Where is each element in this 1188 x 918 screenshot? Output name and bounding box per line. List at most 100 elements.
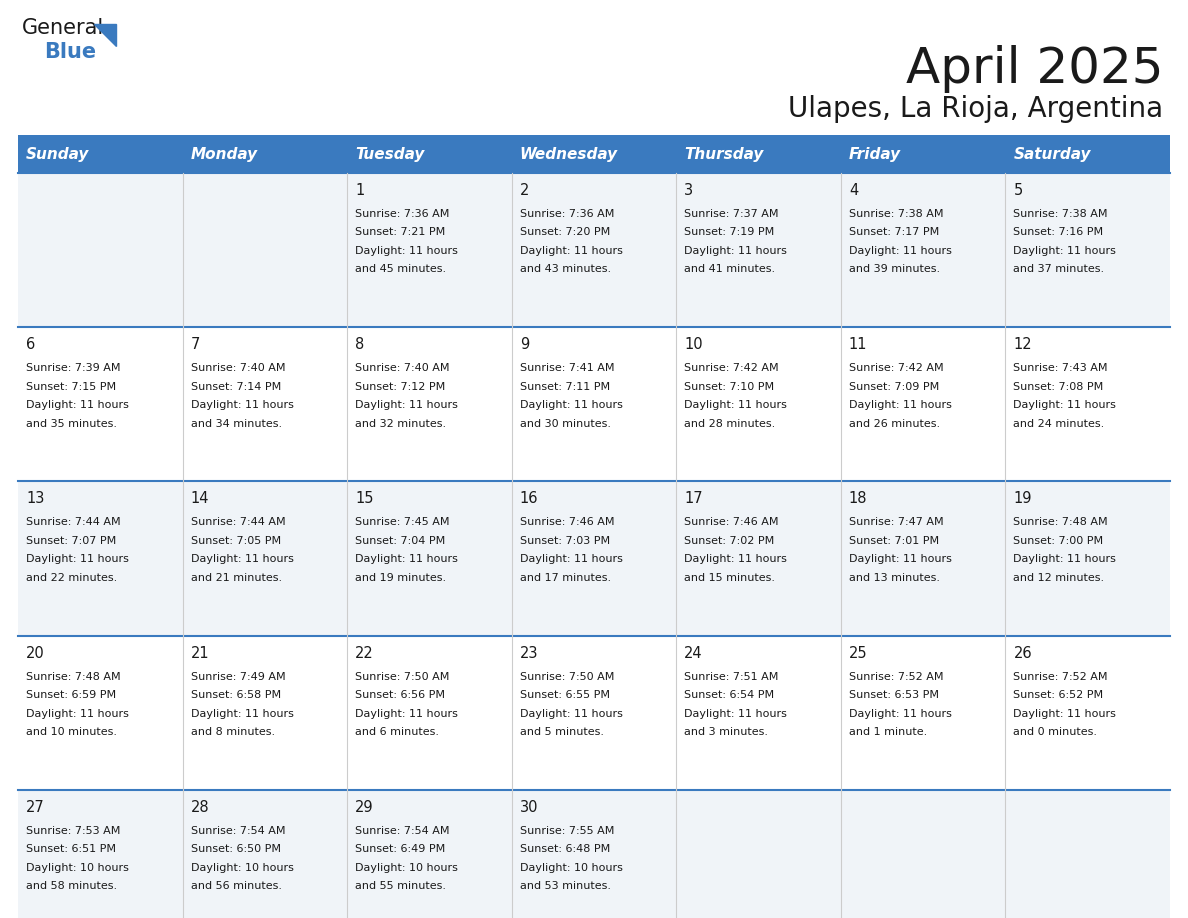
Text: Sunrise: 7:47 AM: Sunrise: 7:47 AM [849, 518, 943, 528]
Text: Sunrise: 7:53 AM: Sunrise: 7:53 AM [26, 826, 120, 835]
Text: Sunset: 7:07 PM: Sunset: 7:07 PM [26, 536, 116, 546]
Text: Sunrise: 7:39 AM: Sunrise: 7:39 AM [26, 364, 120, 374]
Text: 3: 3 [684, 183, 694, 198]
Text: and 24 minutes.: and 24 minutes. [1013, 419, 1105, 429]
Text: Ulapes, La Rioja, Argentina: Ulapes, La Rioja, Argentina [788, 95, 1163, 123]
Text: Daylight: 11 hours: Daylight: 11 hours [519, 400, 623, 410]
Text: Monday: Monday [190, 147, 258, 162]
Text: Sunset: 6:49 PM: Sunset: 6:49 PM [355, 845, 446, 855]
Text: and 0 minutes.: and 0 minutes. [1013, 727, 1098, 737]
Text: Sunrise: 7:49 AM: Sunrise: 7:49 AM [190, 672, 285, 681]
Text: Sunrise: 7:54 AM: Sunrise: 7:54 AM [355, 826, 449, 835]
Text: and 58 minutes.: and 58 minutes. [26, 881, 118, 891]
Text: Daylight: 11 hours: Daylight: 11 hours [26, 400, 128, 410]
Text: 4: 4 [849, 183, 858, 198]
Text: Sunset: 6:52 PM: Sunset: 6:52 PM [1013, 690, 1104, 700]
Text: Sunset: 6:56 PM: Sunset: 6:56 PM [355, 690, 446, 700]
Text: Sunset: 6:58 PM: Sunset: 6:58 PM [190, 690, 280, 700]
Text: Daylight: 11 hours: Daylight: 11 hours [849, 554, 952, 565]
Text: and 10 minutes.: and 10 minutes. [26, 727, 116, 737]
Text: 28: 28 [190, 800, 209, 815]
Text: Daylight: 11 hours: Daylight: 11 hours [519, 709, 623, 719]
Text: and 35 minutes.: and 35 minutes. [26, 419, 116, 429]
FancyBboxPatch shape [18, 327, 1170, 481]
Text: 14: 14 [190, 491, 209, 507]
Text: and 26 minutes.: and 26 minutes. [849, 419, 940, 429]
Text: Sunrise: 7:48 AM: Sunrise: 7:48 AM [26, 672, 121, 681]
Text: Sunrise: 7:55 AM: Sunrise: 7:55 AM [519, 826, 614, 835]
Text: 19: 19 [1013, 491, 1032, 507]
Text: Sunrise: 7:36 AM: Sunrise: 7:36 AM [355, 209, 449, 219]
Text: Sunset: 7:16 PM: Sunset: 7:16 PM [1013, 228, 1104, 238]
Text: 6: 6 [26, 337, 36, 353]
Text: 11: 11 [849, 337, 867, 353]
Text: Daylight: 11 hours: Daylight: 11 hours [355, 400, 459, 410]
Text: Sunset: 7:10 PM: Sunset: 7:10 PM [684, 382, 775, 392]
Text: Daylight: 11 hours: Daylight: 11 hours [684, 554, 788, 565]
Text: and 37 minutes.: and 37 minutes. [1013, 264, 1105, 274]
Text: 1: 1 [355, 183, 365, 198]
Text: Daylight: 11 hours: Daylight: 11 hours [519, 554, 623, 565]
Text: Daylight: 10 hours: Daylight: 10 hours [26, 863, 128, 873]
Text: Sunrise: 7:46 AM: Sunrise: 7:46 AM [519, 518, 614, 528]
Text: Sunset: 7:09 PM: Sunset: 7:09 PM [849, 382, 939, 392]
Text: and 12 minutes.: and 12 minutes. [1013, 573, 1105, 583]
Text: Blue: Blue [44, 42, 96, 62]
Text: April 2025: April 2025 [905, 45, 1163, 93]
Text: Daylight: 11 hours: Daylight: 11 hours [1013, 246, 1117, 256]
Text: Daylight: 11 hours: Daylight: 11 hours [849, 246, 952, 256]
Text: Sunset: 7:05 PM: Sunset: 7:05 PM [190, 536, 280, 546]
Text: Sunset: 6:59 PM: Sunset: 6:59 PM [26, 690, 116, 700]
Text: 30: 30 [519, 800, 538, 815]
Text: Daylight: 11 hours: Daylight: 11 hours [849, 709, 952, 719]
Text: Sunset: 7:00 PM: Sunset: 7:00 PM [1013, 536, 1104, 546]
Text: 21: 21 [190, 645, 209, 661]
Text: 17: 17 [684, 491, 703, 507]
Text: 23: 23 [519, 645, 538, 661]
Text: Sunrise: 7:48 AM: Sunrise: 7:48 AM [1013, 518, 1108, 528]
Text: Sunrise: 7:54 AM: Sunrise: 7:54 AM [190, 826, 285, 835]
Text: and 17 minutes.: and 17 minutes. [519, 573, 611, 583]
Text: Sunset: 6:54 PM: Sunset: 6:54 PM [684, 690, 775, 700]
Text: Sunset: 6:50 PM: Sunset: 6:50 PM [190, 845, 280, 855]
Text: Daylight: 11 hours: Daylight: 11 hours [190, 554, 293, 565]
Text: and 30 minutes.: and 30 minutes. [519, 419, 611, 429]
Text: Sunrise: 7:50 AM: Sunrise: 7:50 AM [519, 672, 614, 681]
Text: 16: 16 [519, 491, 538, 507]
Text: Sunrise: 7:43 AM: Sunrise: 7:43 AM [1013, 364, 1108, 374]
Text: Thursday: Thursday [684, 147, 764, 162]
FancyBboxPatch shape [18, 481, 1170, 635]
Text: and 6 minutes.: and 6 minutes. [355, 727, 440, 737]
Text: and 5 minutes.: and 5 minutes. [519, 727, 604, 737]
Text: Sunrise: 7:52 AM: Sunrise: 7:52 AM [849, 672, 943, 681]
Text: Sunset: 7:12 PM: Sunset: 7:12 PM [355, 382, 446, 392]
Text: Sunrise: 7:51 AM: Sunrise: 7:51 AM [684, 672, 778, 681]
Text: Sunset: 7:17 PM: Sunset: 7:17 PM [849, 228, 939, 238]
Text: Sunrise: 7:46 AM: Sunrise: 7:46 AM [684, 518, 779, 528]
Text: Daylight: 11 hours: Daylight: 11 hours [26, 554, 128, 565]
Text: Daylight: 11 hours: Daylight: 11 hours [684, 246, 788, 256]
Text: Daylight: 11 hours: Daylight: 11 hours [355, 554, 459, 565]
Text: and 21 minutes.: and 21 minutes. [190, 573, 282, 583]
Text: Friday: Friday [849, 147, 901, 162]
Text: 9: 9 [519, 337, 529, 353]
Text: 24: 24 [684, 645, 703, 661]
Text: Sunday: Sunday [26, 147, 89, 162]
Text: Daylight: 11 hours: Daylight: 11 hours [355, 246, 459, 256]
FancyBboxPatch shape [18, 635, 1170, 789]
Text: Sunset: 7:11 PM: Sunset: 7:11 PM [519, 382, 609, 392]
Text: and 53 minutes.: and 53 minutes. [519, 881, 611, 891]
Text: Daylight: 11 hours: Daylight: 11 hours [1013, 554, 1117, 565]
Text: Daylight: 11 hours: Daylight: 11 hours [519, 246, 623, 256]
Text: 12: 12 [1013, 337, 1032, 353]
Text: Daylight: 10 hours: Daylight: 10 hours [355, 863, 459, 873]
Text: Daylight: 11 hours: Daylight: 11 hours [355, 709, 459, 719]
Text: and 45 minutes.: and 45 minutes. [355, 264, 447, 274]
Text: General: General [23, 18, 105, 38]
FancyBboxPatch shape [18, 135, 1170, 173]
Text: Daylight: 11 hours: Daylight: 11 hours [1013, 400, 1117, 410]
Text: Sunrise: 7:37 AM: Sunrise: 7:37 AM [684, 209, 779, 219]
Text: and 3 minutes.: and 3 minutes. [684, 727, 769, 737]
Text: 25: 25 [849, 645, 867, 661]
Text: Saturday: Saturday [1013, 147, 1091, 162]
